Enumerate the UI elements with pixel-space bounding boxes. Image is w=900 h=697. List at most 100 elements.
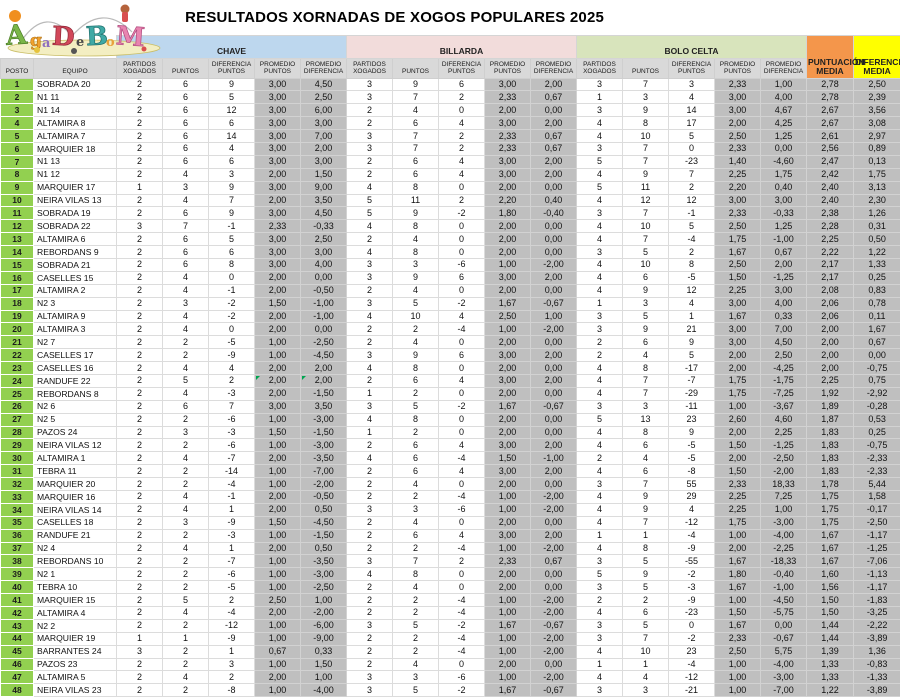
posto-cell[interactable]: 30 bbox=[0, 451, 34, 466]
bolo-puntos-cell[interactable]: 7 bbox=[622, 77, 669, 92]
billarda-partidos-cell[interactable]: 4 bbox=[346, 567, 393, 582]
chave-promedio-puntos-cell[interactable]: 1,00 bbox=[254, 412, 301, 427]
bolo-puntos-cell[interactable]: 9 bbox=[622, 103, 669, 118]
chave-promedio-diferencia-cell[interactable]: -1,00 bbox=[300, 309, 347, 324]
bolo-promedio-diferencia-cell[interactable]: 4,67 bbox=[760, 103, 807, 118]
puntuacion-media-cell[interactable]: 2,28 bbox=[806, 219, 854, 234]
bolo-promedio-puntos-cell[interactable]: 1,00 bbox=[714, 593, 761, 608]
bolo-promedio-puntos-cell[interactable]: 2,33 bbox=[714, 206, 761, 221]
billarda-partidos-cell[interactable]: 5 bbox=[346, 206, 393, 221]
billarda-puntos-cell[interactable]: 5 bbox=[392, 296, 439, 311]
billarda-partidos-cell[interactable]: 2 bbox=[346, 541, 393, 556]
bolo-partidos-cell[interactable]: 4 bbox=[576, 373, 623, 388]
posto-cell[interactable]: 16 bbox=[0, 270, 34, 285]
column-header-puntuacion-media[interactable]: PUNTUACIÓN MEDIA bbox=[806, 34, 865, 79]
chave-promedio-puntos-cell[interactable]: 2,00 bbox=[254, 670, 301, 685]
billarda-diferencia-cell[interactable]: 0 bbox=[438, 245, 485, 259]
billarda-promedio-puntos-cell[interactable]: 1,67 bbox=[484, 399, 531, 414]
billarda-partidos-cell[interactable]: 2 bbox=[346, 154, 393, 169]
chave-puntos-cell[interactable]: 4 bbox=[162, 309, 209, 324]
billarda-puntos-cell[interactable]: 8 bbox=[392, 567, 439, 582]
bolo-puntos-cell[interactable]: 7 bbox=[622, 154, 669, 169]
posto-cell[interactable]: 8 bbox=[0, 167, 34, 182]
bolo-puntos-cell[interactable]: 7 bbox=[622, 477, 669, 491]
bolo-puntos-cell[interactable]: 4 bbox=[622, 451, 669, 466]
billarda-partidos-cell[interactable]: 3 bbox=[346, 502, 393, 517]
billarda-puntos-cell[interactable]: 5 bbox=[392, 618, 439, 633]
diferencia-media-cell[interactable]: 5,44 bbox=[852, 477, 900, 491]
bolo-diferencia-cell[interactable]: -12 bbox=[668, 515, 715, 530]
diferencia-media-cell[interactable]: 0,78 bbox=[852, 296, 900, 311]
billarda-puntos-cell[interactable]: 3 bbox=[392, 257, 439, 272]
posto-cell[interactable]: 13 bbox=[0, 232, 34, 247]
billarda-partidos-cell[interactable]: 3 bbox=[346, 554, 393, 569]
billarda-puntos-cell[interactable]: 8 bbox=[392, 412, 439, 427]
bolo-promedio-puntos-cell[interactable]: 2,25 bbox=[714, 283, 761, 298]
bolo-diferencia-cell[interactable]: -11 bbox=[668, 399, 715, 414]
bolo-promedio-diferencia-cell[interactable]: 18,33 bbox=[760, 477, 807, 491]
billarda-puntos-cell[interactable]: 8 bbox=[392, 219, 439, 234]
team-cell[interactable]: MARQUIER 19 bbox=[33, 631, 117, 646]
chave-promedio-diferencia-cell[interactable]: 0,50 bbox=[300, 502, 347, 517]
chave-promedio-puntos-cell[interactable]: 3,00 bbox=[254, 245, 301, 259]
posto-cell[interactable]: 26 bbox=[0, 399, 34, 414]
chave-promedio-puntos-cell[interactable]: 1,00 bbox=[254, 528, 301, 543]
team-cell[interactable]: ALTAMIRA 9 bbox=[33, 309, 117, 324]
team-cell[interactable]: RANDUFE 21 bbox=[33, 528, 117, 543]
chave-puntos-cell[interactable]: 2 bbox=[162, 348, 209, 363]
team-cell[interactable]: ALTAMIRA 7 bbox=[33, 129, 117, 143]
posto-cell[interactable]: 4 bbox=[0, 116, 34, 131]
bolo-promedio-diferencia-cell[interactable]: -4,60 bbox=[760, 154, 807, 169]
bolo-diferencia-cell[interactable]: -21 bbox=[668, 683, 715, 697]
bolo-puntos-cell[interactable]: 10 bbox=[622, 129, 669, 143]
billarda-diferencia-cell[interactable]: 6 bbox=[438, 270, 485, 285]
bolo-diferencia-cell[interactable]: 3 bbox=[668, 77, 715, 92]
team-cell[interactable]: MARQUIER 20 bbox=[33, 477, 117, 491]
bolo-promedio-diferencia-cell[interactable]: 4,00 bbox=[760, 296, 807, 311]
diferencia-media-cell[interactable]: -0,75 bbox=[852, 438, 900, 453]
chave-puntos-cell[interactable]: 3 bbox=[162, 515, 209, 530]
team-cell[interactable]: N1 13 bbox=[33, 154, 117, 169]
posto-cell[interactable]: 7 bbox=[0, 154, 34, 169]
billarda-promedio-diferencia-cell[interactable]: 2,00 bbox=[530, 464, 577, 479]
bolo-puntos-cell[interactable]: 4 bbox=[622, 670, 669, 685]
column-header-diferencia-puntos[interactable]: DIFERENCIA PUNTOS bbox=[208, 57, 255, 79]
bolo-diferencia-cell[interactable]: 9 bbox=[668, 425, 715, 440]
bolo-partidos-cell[interactable]: 3 bbox=[576, 580, 623, 595]
bolo-promedio-diferencia-cell[interactable]: 0,00 bbox=[760, 618, 807, 633]
team-cell[interactable]: N2 3 bbox=[33, 296, 117, 311]
billarda-promedio-diferencia-cell[interactable]: -0,40 bbox=[530, 206, 577, 221]
chave-diferencia-cell[interactable]: -9 bbox=[208, 515, 255, 530]
billarda-partidos-cell[interactable]: 2 bbox=[346, 490, 393, 504]
billarda-diferencia-cell[interactable]: 4 bbox=[438, 167, 485, 182]
billarda-puntos-cell[interactable]: 9 bbox=[392, 270, 439, 285]
chave-diferencia-cell[interactable]: 2 bbox=[208, 373, 255, 388]
diferencia-media-cell[interactable]: 1,58 bbox=[852, 490, 900, 504]
billarda-partidos-cell[interactable]: 2 bbox=[346, 103, 393, 118]
bolo-promedio-puntos-cell[interactable]: 1,40 bbox=[714, 154, 761, 169]
chave-diferencia-cell[interactable]: -12 bbox=[208, 618, 255, 633]
bolo-puntos-cell[interactable]: 2 bbox=[622, 593, 669, 608]
bolo-partidos-cell[interactable]: 4 bbox=[576, 606, 623, 620]
bolo-promedio-diferencia-cell[interactable]: -1,00 bbox=[760, 580, 807, 595]
billarda-promedio-puntos-cell[interactable]: 1,00 bbox=[484, 502, 531, 517]
team-cell[interactable]: REBORDANS 9 bbox=[33, 245, 117, 259]
chave-promedio-diferencia-cell[interactable]: 9,00 bbox=[300, 180, 347, 195]
billarda-promedio-puntos-cell[interactable]: 1,80 bbox=[484, 206, 531, 221]
bolo-diferencia-cell[interactable]: 9 bbox=[668, 335, 715, 350]
chave-partidos-cell[interactable]: 2 bbox=[116, 283, 163, 298]
billarda-promedio-puntos-cell[interactable]: 1,00 bbox=[484, 631, 531, 646]
billarda-puntos-cell[interactable]: 7 bbox=[392, 554, 439, 569]
column-header-promedio-diferencia[interactable]: PROMEDIO DIFERENCIA bbox=[530, 57, 577, 79]
chave-promedio-diferencia-cell[interactable]: 7,00 bbox=[300, 129, 347, 143]
billarda-promedio-puntos-cell[interactable]: 1,50 bbox=[484, 451, 531, 466]
bolo-puntos-cell[interactable]: 8 bbox=[622, 425, 669, 440]
chave-diferencia-cell[interactable]: -6 bbox=[208, 438, 255, 453]
puntuacion-media-cell[interactable]: 1,89 bbox=[806, 399, 854, 414]
bolo-partidos-cell[interactable]: 1 bbox=[576, 657, 623, 672]
billarda-promedio-diferencia-cell[interactable]: 2,00 bbox=[530, 77, 577, 92]
billarda-puntos-cell[interactable]: 2 bbox=[392, 322, 439, 337]
billarda-diferencia-cell[interactable]: -4 bbox=[438, 644, 485, 659]
posto-cell[interactable]: 25 bbox=[0, 386, 34, 401]
billarda-promedio-diferencia-cell[interactable]: -0,67 bbox=[530, 618, 577, 633]
